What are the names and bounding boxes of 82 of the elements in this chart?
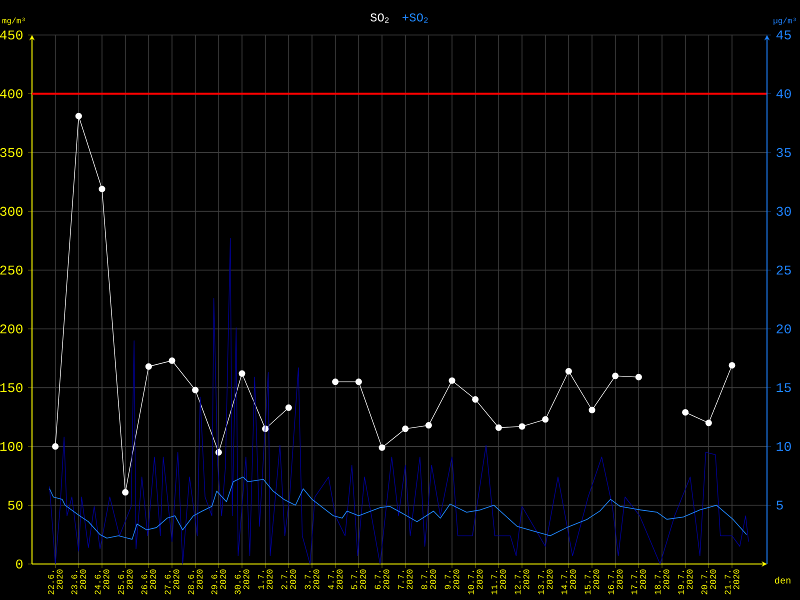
x-tick-label: 9.7. 2020 xyxy=(444,569,460,590)
point xyxy=(168,357,176,364)
x-tick-label: 14.7. 2020 xyxy=(561,569,576,594)
y-tick-label: 450 xyxy=(0,30,22,40)
x-tick-label: 10.7. 2020 xyxy=(468,569,483,594)
x-tick-label: 2.7. 2020 xyxy=(281,569,296,590)
x-tick-label: 28.6. 2020 xyxy=(188,569,203,594)
y-tick-label: 100 xyxy=(0,442,22,451)
line-series xyxy=(49,238,749,564)
point xyxy=(682,409,689,416)
x-tick-label: 18.7. 2020 xyxy=(654,569,670,594)
x-tick-label: 26.6. 2020 xyxy=(141,569,156,594)
x-tick-label: 15.7. 2020 xyxy=(584,569,600,594)
point xyxy=(495,424,502,431)
y2-axis-title: µg/m³ xyxy=(774,17,796,25)
x-tick-label: 23.6. 2020 xyxy=(71,569,86,594)
x-tick-label: 22.6. 2020 xyxy=(48,569,63,594)
x-tick-label: 13.7. 2020 xyxy=(538,569,553,594)
point xyxy=(98,186,106,192)
y-tick-label: 400 xyxy=(0,89,22,98)
x-tick-label: 1.7. 2020 xyxy=(258,569,273,590)
y2-tick-label: 20 xyxy=(776,324,791,334)
x-tick-label: 6.7. 2020 xyxy=(374,569,390,590)
y-tick-label: 50 xyxy=(8,500,22,510)
y-tick-label: 150 xyxy=(0,383,22,392)
y-tick-label: 0 xyxy=(16,559,22,569)
line-series xyxy=(49,476,747,540)
x-tick-label: 3.7. 2020 xyxy=(304,569,320,590)
point xyxy=(565,368,572,374)
point xyxy=(518,423,526,430)
x-tick-label: 25.6. 2020 xyxy=(118,569,133,594)
point xyxy=(332,378,339,386)
y-axis-title: mg/m³ xyxy=(2,17,25,25)
x-tick-label: 12.7. 2020 xyxy=(514,569,530,594)
x-tick-label: 30.6. 2020 xyxy=(234,569,250,594)
point xyxy=(285,404,292,411)
x-tick-label: 8.7. 2020 xyxy=(421,569,436,590)
y-tick-label: 350 xyxy=(0,148,22,158)
x-tick-label: 11.7. 2020 xyxy=(491,569,506,594)
text: +SO$_{2}$ xyxy=(402,13,428,23)
x-tick-label: 4.7. 2020 xyxy=(328,569,343,590)
point xyxy=(588,406,596,414)
point xyxy=(705,420,712,426)
y-tick-label: 250 xyxy=(0,266,22,275)
point xyxy=(238,370,246,377)
x-tick-label: 24.6. 2020 xyxy=(94,569,110,594)
point xyxy=(52,443,59,450)
text: SO$_{2}$ xyxy=(370,13,389,23)
point xyxy=(612,372,619,380)
y-tick-label: 200 xyxy=(0,324,22,334)
point xyxy=(448,377,456,384)
point xyxy=(728,362,736,369)
y-tick-label: 300 xyxy=(0,206,22,216)
x-tick-label: 5.7. 2020 xyxy=(351,569,366,590)
x-tick-label: 21.7. 2020 xyxy=(724,569,740,594)
point xyxy=(425,422,432,429)
y2-tick-label: 30 xyxy=(776,206,791,216)
point xyxy=(75,112,82,120)
point xyxy=(472,396,479,403)
x-tick-label: 29.6. 2020 xyxy=(211,569,226,594)
x-tick-label: 19.7. 2020 xyxy=(678,569,693,594)
point xyxy=(635,374,642,380)
y2-tick-label: 25 xyxy=(776,266,791,275)
point xyxy=(378,444,386,451)
point xyxy=(542,416,549,423)
point xyxy=(355,378,362,386)
y2-tick-label: 45 xyxy=(776,30,791,40)
y2-tick-label: 35 xyxy=(776,148,791,158)
y2-tick-label: 5 xyxy=(776,500,783,510)
x-tick-label: 20.7. 2020 xyxy=(701,569,716,594)
x-tick-label: 27.6. 2020 xyxy=(164,569,180,594)
point xyxy=(122,489,129,496)
point xyxy=(402,426,409,432)
point xyxy=(192,386,199,394)
x-axis-title: den xyxy=(775,576,790,584)
y2-tick-label: 10 xyxy=(776,442,791,451)
y2-tick-label: 15 xyxy=(776,383,791,392)
x-tick-label: 7.7. 2020 xyxy=(398,569,413,590)
y2-tick-label: 40 xyxy=(776,89,791,98)
x-tick-label: 16.7. 2020 xyxy=(608,569,623,594)
point xyxy=(145,363,152,370)
x-tick-label: 17.7. 2020 xyxy=(631,569,646,594)
